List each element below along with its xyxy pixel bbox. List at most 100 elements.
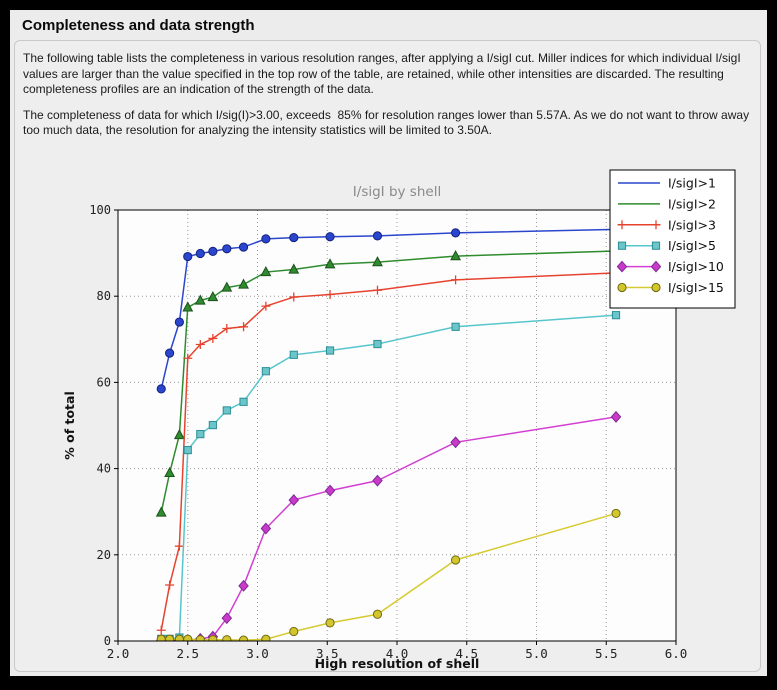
data-point-marker (617, 241, 627, 250)
legend-label: I/sigI>1 (668, 176, 716, 191)
data-point-marker (208, 420, 217, 430)
data-point-marker (372, 231, 383, 241)
data-point-marker (450, 436, 461, 449)
data-point-marker (238, 242, 249, 252)
data-point-marker (182, 301, 194, 312)
data-point-marker (195, 339, 205, 349)
data-point-marker (324, 258, 336, 269)
y-axis-label: % of total (62, 391, 77, 460)
legend-box (609, 169, 736, 309)
data-point-marker (610, 410, 622, 423)
data-point-marker (208, 635, 218, 641)
data-point-marker (451, 322, 460, 331)
data-point-marker (261, 301, 271, 311)
series-line (161, 314, 617, 640)
x-tick-label: 2.0 (107, 646, 130, 661)
data-point-marker (325, 232, 335, 242)
data-point-marker (165, 580, 175, 590)
data-point-marker (616, 260, 628, 273)
data-point-marker (156, 625, 166, 635)
data-point-marker (289, 350, 298, 359)
x-tick-label: 3.5 (316, 646, 339, 661)
x-tick-label: 5.5 (595, 646, 618, 661)
data-point-marker (239, 397, 248, 406)
data-point-marker (651, 282, 661, 293)
data-point-marker (288, 263, 300, 274)
data-point-marker (208, 246, 218, 256)
x-axis-label: High resolution of shell (315, 656, 480, 671)
data-point-marker (222, 244, 232, 254)
data-point-marker (325, 618, 335, 628)
data-point-marker (174, 541, 184, 551)
data-point-marker (372, 256, 383, 267)
y-tick-label: 20 (97, 548, 111, 562)
y-tick-label: 40 (97, 462, 111, 476)
legend-label: I/sigI>10 (668, 259, 724, 274)
data-point-marker (261, 634, 271, 641)
data-point-marker (651, 241, 661, 250)
x-tick-label: 6.0 (665, 646, 688, 661)
x-tick-label: 4.5 (455, 646, 478, 661)
data-point-marker (194, 294, 206, 305)
data-point-marker (174, 634, 184, 641)
data-point-marker (261, 367, 270, 376)
data-point-marker (450, 250, 462, 261)
data-point-marker (325, 346, 335, 355)
data-point-marker (617, 220, 627, 230)
isigi-by-shell-chart: 2.0 2.5 3.0 3.5 4.0 4.5 5.0 5.5 6.0 0 20 40 60 80 100 I… (62, 169, 736, 671)
data-point-marker (238, 635, 249, 641)
data-point-marker (222, 324, 232, 334)
data-point-marker (207, 291, 219, 302)
x-tick-label: 3.0 (246, 646, 269, 661)
data-point-marker (372, 609, 383, 619)
series-I/sigI>1 (156, 224, 621, 394)
data-point-marker (239, 322, 249, 332)
data-point-marker (183, 634, 193, 641)
data-point-marker (238, 579, 249, 592)
y-tick-label: 0 (104, 634, 111, 648)
data-point-marker (195, 635, 205, 641)
data-point-marker (155, 506, 167, 517)
data-point-marker (183, 445, 192, 455)
series-line (160, 272, 617, 631)
data-point-marker (183, 353, 193, 363)
data-point-marker (260, 522, 272, 535)
data-point-marker (289, 292, 299, 302)
y-tick-label: 100 (89, 203, 111, 217)
data-point-marker (611, 311, 621, 320)
data-point-marker (289, 232, 299, 243)
series-line (160, 250, 617, 513)
data-point-marker (174, 317, 184, 327)
data-point-marker (324, 484, 336, 497)
data-point-marker (165, 348, 175, 358)
data-point-marker (450, 555, 461, 565)
data-point-marker (372, 285, 382, 295)
data-point-marker (222, 406, 231, 415)
data-point-marker (288, 494, 300, 507)
description-paragraph-1: The following table lists the completene… (23, 51, 745, 96)
y-tick-label: 80 (97, 289, 111, 303)
description-paragraph-2: The completeness of data for which I/sig… (23, 107, 753, 138)
data-point-marker (260, 266, 272, 277)
data-point-marker (372, 474, 383, 487)
legend-label: I/sigI>2 (668, 196, 716, 211)
data-point-marker (222, 635, 232, 641)
legend-label: I/sigI>15 (668, 280, 724, 295)
x-tick-label: 5.0 (525, 646, 548, 661)
series-I/sigI>5 (157, 311, 621, 641)
data-point-marker (651, 220, 661, 230)
data-point-marker (221, 612, 233, 625)
chart-legend: I/sigI>1 I/sigI>2 I/sigI>3 I/sigI>5 I/sigI>1… (609, 169, 736, 309)
data-point-marker (450, 228, 461, 238)
chart-title: I/sigI by shell (353, 184, 441, 200)
page-title: Completeness and data strength (22, 17, 255, 34)
y-tick-label: 60 (97, 375, 111, 389)
x-tick-label: 4.0 (386, 646, 409, 661)
data-point-marker (156, 384, 166, 394)
report-window: Completeness and data strength The follo… (10, 10, 767, 676)
data-point-marker (325, 289, 335, 299)
legend-label: I/sigI>5 (668, 238, 716, 253)
data-point-marker (289, 626, 299, 637)
data-point-marker (164, 466, 176, 478)
